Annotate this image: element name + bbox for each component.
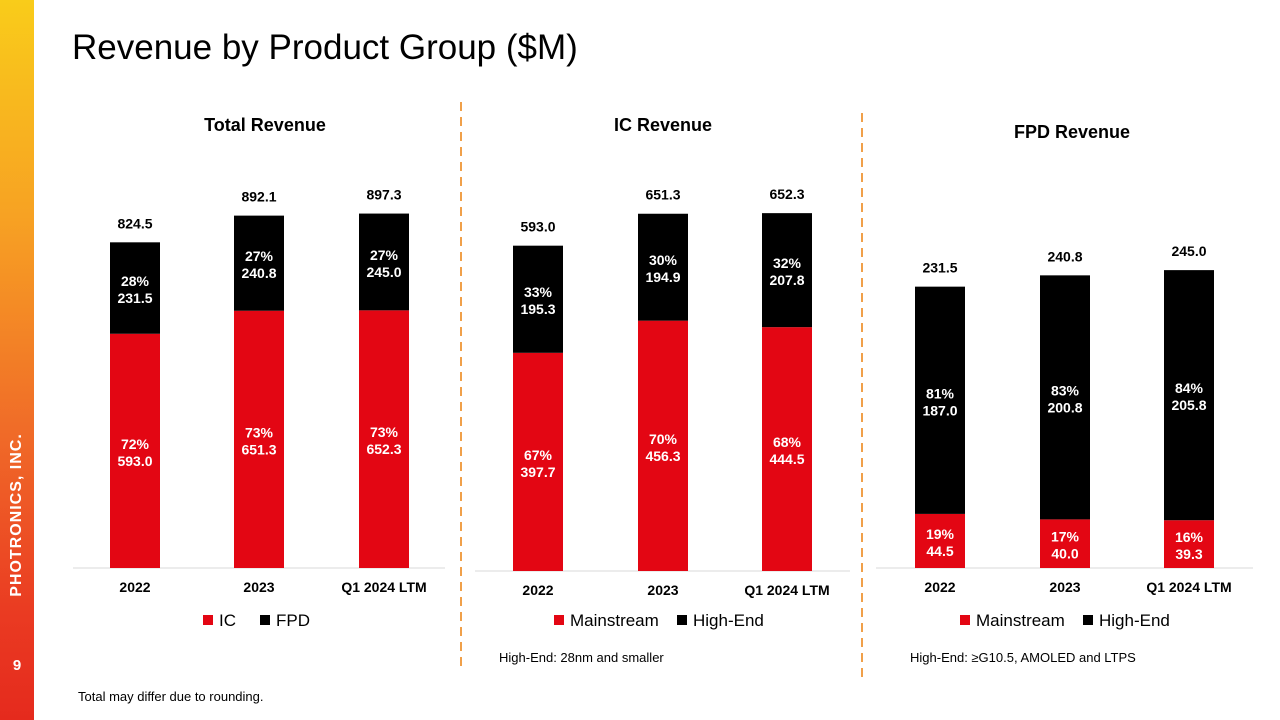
legend-label: High-End	[693, 611, 764, 630]
footnote-fpd-high-end: High-End: ≥G10.5, AMOLED and LTPS	[910, 650, 1136, 665]
x-tick-label: Q1 2024 LTM	[744, 582, 829, 598]
bar-mainstream-2022	[915, 513, 965, 568]
segment-value-label: 194.9	[645, 269, 680, 285]
segment-value-label: 444.5	[769, 451, 804, 467]
segment-value-label: 593.0	[117, 453, 152, 469]
bar-ic-2023	[234, 310, 284, 568]
bar-total-label: 240.8	[1047, 248, 1082, 264]
chart-2: IC Revenue 67%397.7 33%195.3 593.0 2022 70%45…	[475, 115, 850, 630]
bar-mainstream-2023	[1040, 519, 1090, 568]
segment-value-label: 205.8	[1171, 397, 1206, 413]
bar-high-end-2022	[915, 286, 965, 514]
bar-mainstream-q1-2024-ltm	[762, 327, 812, 571]
x-tick-label: Q1 2024 LTM	[1146, 579, 1231, 595]
segment-pct-label: 70%	[649, 431, 678, 447]
segment-pct-label: 28%	[121, 273, 150, 289]
segment-value-label: 652.3	[366, 441, 401, 457]
segment-pct-label: 83%	[1051, 382, 1080, 398]
chart-title: IC Revenue	[614, 115, 712, 135]
bar-high-end-q1-2024-ltm	[1164, 270, 1214, 521]
brand-side-bar: PHOTRONICS, INC. 9	[0, 0, 34, 720]
legend-swatch	[1083, 615, 1093, 625]
segment-value-label: 397.7	[520, 464, 555, 480]
segment-pct-label: 73%	[370, 424, 399, 440]
bar-total-label: 245.0	[1171, 243, 1206, 259]
segment-pct-label: 27%	[245, 248, 274, 264]
x-tick-label: 2023	[243, 579, 274, 595]
segment-pct-label: 73%	[245, 424, 274, 440]
segment-value-label: 187.0	[922, 402, 957, 418]
chart-1: Total Revenue 72%593.0 28%231.5 824.5 2022 73…	[73, 115, 445, 630]
segment-pct-label: 68%	[773, 434, 802, 450]
bar-fpd-2022	[110, 242, 160, 334]
segment-pct-label: 67%	[524, 447, 553, 463]
segment-value-label: 651.3	[241, 441, 276, 457]
x-tick-label: 2023	[1049, 579, 1080, 595]
legend-label: Mainstream	[976, 611, 1065, 630]
segment-pct-label: 27%	[370, 247, 399, 263]
bar-high-end-q1-2024-ltm	[762, 213, 812, 328]
segment-value-label: 44.5	[926, 543, 953, 559]
segment-value-label: 240.8	[241, 265, 276, 281]
legend-swatch	[260, 615, 270, 625]
x-tick-label: 2022	[522, 582, 553, 598]
segment-value-label: 207.8	[769, 272, 804, 288]
legend-swatch	[554, 615, 564, 625]
segment-pct-label: 30%	[649, 252, 678, 268]
legend-swatch	[203, 615, 213, 625]
segment-pct-label: 72%	[121, 436, 150, 452]
bar-high-end-2022	[513, 245, 563, 353]
bar-total-label: 593.0	[520, 219, 555, 235]
segment-pct-label: 84%	[1175, 380, 1204, 396]
bar-total-label: 651.3	[645, 187, 680, 203]
segment-value-label: 39.3	[1175, 546, 1202, 562]
bar-ic-2022	[110, 333, 160, 568]
segment-value-label: 195.3	[520, 301, 555, 317]
bar-ic-q1-2024-ltm	[359, 310, 409, 568]
x-tick-label: 2022	[924, 579, 955, 595]
segment-value-label: 456.3	[645, 448, 680, 464]
bar-high-end-2023	[1040, 275, 1090, 520]
bar-total-label: 652.3	[769, 186, 804, 202]
segment-value-label: 40.0	[1051, 546, 1078, 562]
legend-swatch	[677, 615, 687, 625]
bar-total-label: 892.1	[241, 189, 276, 205]
legend-label: FPD	[276, 611, 310, 630]
bar-total-label: 824.5	[117, 215, 152, 231]
bar-total-label: 897.3	[366, 187, 401, 203]
legend-label: Mainstream	[570, 611, 659, 630]
x-tick-label: Q1 2024 LTM	[341, 579, 426, 595]
segment-pct-label: 33%	[524, 284, 553, 300]
segment-pct-label: 19%	[926, 526, 955, 542]
footnote-rounding: Total may differ due to rounding.	[78, 689, 264, 704]
segment-pct-label: 81%	[926, 385, 955, 401]
chart-title: Total Revenue	[204, 115, 326, 135]
segment-value-label: 245.0	[366, 264, 401, 280]
page-number: 9	[12, 657, 22, 674]
page-title: Revenue by Product Group ($M)	[72, 28, 578, 67]
chart-3: FPD Revenue 19%44.5 81%187.0 231.5 2022 17%40…	[876, 122, 1253, 630]
bar-fpd-q1-2024-ltm	[359, 213, 409, 311]
segment-pct-label: 16%	[1175, 529, 1204, 545]
legend-label: IC	[219, 611, 236, 630]
bar-fpd-2023	[234, 215, 284, 311]
charts-group: Total Revenue72%593.028%231.5824.5202273…	[73, 115, 1253, 630]
footnote-ic-high-end: High-End: 28nm and smaller	[499, 650, 664, 665]
bar-mainstream-q1-2024-ltm	[1164, 520, 1214, 568]
x-tick-label: 2022	[119, 579, 150, 595]
bar-mainstream-2023	[638, 320, 688, 571]
bar-mainstream-2022	[513, 352, 563, 571]
legend-label: High-End	[1099, 611, 1170, 630]
segment-value-label: 200.8	[1047, 399, 1082, 415]
x-tick-label: 2023	[647, 582, 678, 598]
bar-high-end-2023	[638, 213, 688, 321]
segment-pct-label: 17%	[1051, 529, 1080, 545]
legend-swatch	[960, 615, 970, 625]
segment-pct-label: 32%	[773, 255, 802, 271]
bar-total-label: 231.5	[922, 260, 957, 276]
chart-title: FPD Revenue	[1014, 122, 1130, 142]
segment-value-label: 231.5	[117, 290, 152, 306]
